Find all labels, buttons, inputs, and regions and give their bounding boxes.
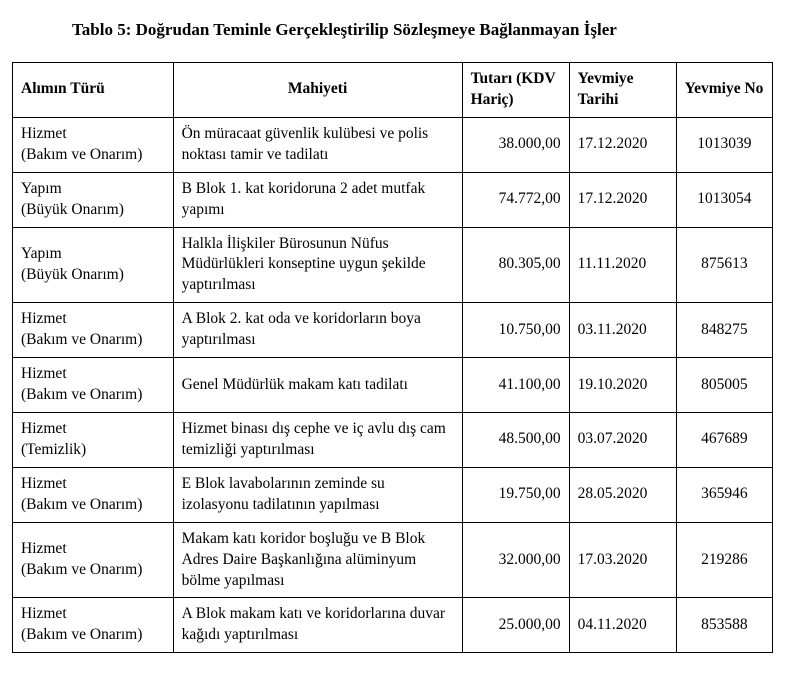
- table-row: Yapım(Büyük Onarım) Halkla İlişkiler Bür…: [13, 227, 773, 303]
- table-row: Hizmet(Bakım ve Onarım) Genel Müdürlük m…: [13, 358, 773, 413]
- cell-no: 365946: [676, 467, 772, 522]
- cell-no: 853588: [676, 598, 772, 653]
- cell-desc: Makam katı koridor boşluğu ve B Blok Adr…: [173, 522, 462, 598]
- cell-date: 17.03.2020: [569, 522, 676, 598]
- table-row: Hizmet(Bakım ve Onarım) Makam katı korid…: [13, 522, 773, 598]
- cell-type: Hizmet(Bakım ve Onarım): [13, 358, 174, 413]
- col-header-no: Yevmiye No: [676, 63, 772, 118]
- cell-type: Yapım(Büyük Onarım): [13, 172, 174, 227]
- data-table: Alımın Türü Mahiyeti Tutarı (KDV Hariç) …: [12, 62, 773, 653]
- cell-no: 875613: [676, 227, 772, 303]
- cell-date: 04.11.2020: [569, 598, 676, 653]
- table-row: Hizmet(Bakım ve Onarım) A Blok 2. kat od…: [13, 303, 773, 358]
- table-row: Hizmet(Bakım ve Onarım) E Blok lavabolar…: [13, 467, 773, 522]
- cell-date: 19.10.2020: [569, 358, 676, 413]
- table-row: Hizmet(Bakım ve Onarım) A Blok makam kat…: [13, 598, 773, 653]
- col-header-date: Yevmiye Tarihi: [569, 63, 676, 118]
- table-title: Tablo 5: Doğrudan Teminle Gerçekleştiril…: [72, 20, 773, 40]
- cell-desc: Halkla İlişkiler Bürosunun Nüfus Müdürlü…: [173, 227, 462, 303]
- cell-no: 848275: [676, 303, 772, 358]
- cell-amount: 41.100,00: [462, 358, 569, 413]
- cell-desc: A Blok 2. kat oda ve koridorların boya y…: [173, 303, 462, 358]
- cell-type: Hizmet(Bakım ve Onarım): [13, 598, 174, 653]
- col-header-desc: Mahiyeti: [173, 63, 462, 118]
- cell-no: 467689: [676, 412, 772, 467]
- cell-type: Hizmet(Bakım ve Onarım): [13, 303, 174, 358]
- cell-date: 11.11.2020: [569, 227, 676, 303]
- cell-no: 1013054: [676, 172, 772, 227]
- cell-date: 28.05.2020: [569, 467, 676, 522]
- cell-desc: E Blok lavabolarının zeminde su izolasyo…: [173, 467, 462, 522]
- cell-amount: 74.772,00: [462, 172, 569, 227]
- cell-amount: 19.750,00: [462, 467, 569, 522]
- cell-amount: 25.000,00: [462, 598, 569, 653]
- cell-desc: Hizmet binası dış cephe ve iç avlu dış c…: [173, 412, 462, 467]
- cell-type: Yapım(Büyük Onarım): [13, 227, 174, 303]
- cell-date: 03.11.2020: [569, 303, 676, 358]
- cell-amount: 38.000,00: [462, 117, 569, 172]
- cell-desc: Genel Müdürlük makam katı tadilatı: [173, 358, 462, 413]
- cell-type: Hizmet(Bakım ve Onarım): [13, 522, 174, 598]
- cell-desc: A Blok makam katı ve koridorlarına duvar…: [173, 598, 462, 653]
- cell-date: 03.07.2020: [569, 412, 676, 467]
- table-row: Hizmet(Temizlik) Hizmet binası dış cephe…: [13, 412, 773, 467]
- cell-no: 805005: [676, 358, 772, 413]
- cell-amount: 80.305,00: [462, 227, 569, 303]
- cell-type: Hizmet(Bakım ve Onarım): [13, 467, 174, 522]
- cell-no: 1013039: [676, 117, 772, 172]
- cell-date: 17.12.2020: [569, 117, 676, 172]
- cell-no: 219286: [676, 522, 772, 598]
- table-body: Hizmet(Bakım ve Onarım) Ön müracaat güve…: [13, 117, 773, 652]
- cell-desc: B Blok 1. kat koridoruna 2 adet mutfak y…: [173, 172, 462, 227]
- cell-date: 17.12.2020: [569, 172, 676, 227]
- cell-type: Hizmet(Bakım ve Onarım): [13, 117, 174, 172]
- col-header-type: Alımın Türü: [13, 63, 174, 118]
- cell-amount: 32.000,00: [462, 522, 569, 598]
- table-row: Yapım(Büyük Onarım) B Blok 1. kat korido…: [13, 172, 773, 227]
- cell-type: Hizmet(Temizlik): [13, 412, 174, 467]
- cell-amount: 48.500,00: [462, 412, 569, 467]
- table-row: Hizmet(Bakım ve Onarım) Ön müracaat güve…: [13, 117, 773, 172]
- cell-amount: 10.750,00: [462, 303, 569, 358]
- table-header-row: Alımın Türü Mahiyeti Tutarı (KDV Hariç) …: [13, 63, 773, 118]
- cell-desc: Ön müracaat güvenlik kulübesi ve polis n…: [173, 117, 462, 172]
- col-header-amount: Tutarı (KDV Hariç): [462, 63, 569, 118]
